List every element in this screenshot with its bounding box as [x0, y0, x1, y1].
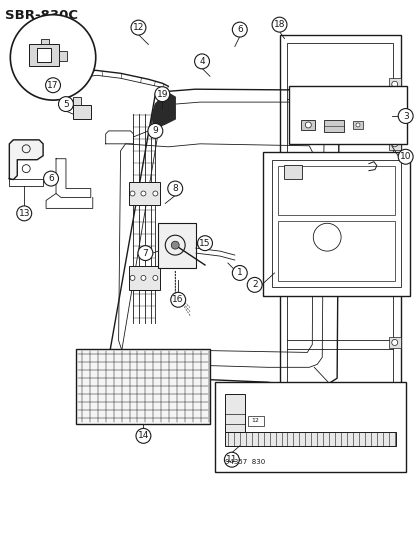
Bar [301, 120, 315, 130]
Text: 9: 9 [152, 126, 158, 135]
Text: 12: 12 [133, 23, 144, 32]
Bar [159, 223, 196, 268]
Text: 16: 16 [173, 295, 184, 304]
Circle shape [153, 191, 158, 196]
Circle shape [46, 78, 61, 93]
Bar [389, 336, 401, 349]
Bar [271, 160, 401, 287]
Bar [353, 121, 363, 129]
Polygon shape [9, 140, 43, 180]
Text: 5: 5 [63, 100, 69, 109]
Circle shape [141, 191, 146, 196]
Text: 8: 8 [172, 184, 178, 193]
Text: 94357  830: 94357 830 [225, 459, 265, 465]
Circle shape [44, 171, 59, 186]
Text: 2: 2 [252, 280, 257, 289]
Circle shape [10, 15, 96, 100]
Circle shape [17, 206, 32, 221]
Circle shape [392, 141, 398, 147]
Text: 19: 19 [156, 90, 168, 99]
Circle shape [141, 276, 146, 280]
Bar [225, 394, 245, 432]
Polygon shape [152, 94, 175, 129]
Text: 14: 14 [138, 431, 149, 440]
Text: 6: 6 [48, 174, 54, 183]
Bar [288, 43, 393, 396]
Circle shape [198, 236, 212, 251]
Circle shape [59, 96, 73, 111]
Bar [73, 105, 91, 119]
Bar [225, 432, 396, 446]
Text: 12: 12 [252, 418, 260, 423]
Bar [278, 166, 395, 215]
Circle shape [392, 280, 398, 286]
Text: 7: 7 [142, 248, 148, 257]
Circle shape [130, 191, 135, 196]
Text: 10: 10 [400, 152, 411, 161]
Text: 1: 1 [237, 269, 243, 278]
Text: 6: 6 [237, 25, 243, 34]
Bar [284, 165, 303, 179]
Text: 18: 18 [274, 20, 285, 29]
Circle shape [136, 429, 151, 443]
Circle shape [130, 276, 135, 280]
Bar [215, 382, 406, 472]
Circle shape [392, 81, 398, 87]
Bar [389, 138, 401, 150]
Circle shape [392, 211, 398, 216]
Bar [280, 35, 401, 404]
Bar [289, 86, 407, 144]
Text: 17: 17 [47, 80, 59, 90]
Text: 4: 4 [199, 57, 205, 66]
Bar [129, 182, 160, 205]
Bar [37, 49, 51, 62]
Circle shape [153, 276, 158, 280]
Circle shape [232, 265, 247, 280]
Bar [41, 38, 49, 44]
Bar [29, 44, 59, 66]
Circle shape [138, 246, 153, 261]
Circle shape [225, 452, 239, 467]
Circle shape [398, 149, 413, 164]
Bar [263, 152, 410, 296]
Circle shape [168, 181, 183, 196]
Text: 3: 3 [403, 111, 408, 120]
Circle shape [148, 124, 163, 139]
Bar [389, 78, 401, 90]
Bar [278, 221, 395, 281]
Bar [76, 350, 210, 424]
Text: 11: 11 [226, 455, 237, 464]
Circle shape [247, 277, 262, 292]
Bar [324, 120, 344, 132]
Circle shape [155, 87, 170, 102]
Circle shape [171, 241, 179, 249]
Text: 15: 15 [199, 239, 211, 248]
Circle shape [272, 17, 287, 32]
Bar [73, 97, 81, 105]
Circle shape [356, 123, 360, 127]
Text: 13: 13 [19, 209, 30, 218]
Circle shape [171, 292, 186, 307]
Bar [389, 277, 401, 289]
Circle shape [195, 54, 210, 69]
Circle shape [392, 340, 398, 345]
Bar [74, 67, 86, 76]
Bar [59, 52, 67, 61]
Text: SBR-830C: SBR-830C [5, 9, 78, 22]
Circle shape [131, 20, 146, 35]
Bar [389, 207, 401, 219]
Circle shape [398, 109, 413, 124]
Bar [129, 266, 160, 290]
Circle shape [305, 122, 311, 128]
Bar [248, 416, 264, 426]
Circle shape [232, 22, 247, 37]
